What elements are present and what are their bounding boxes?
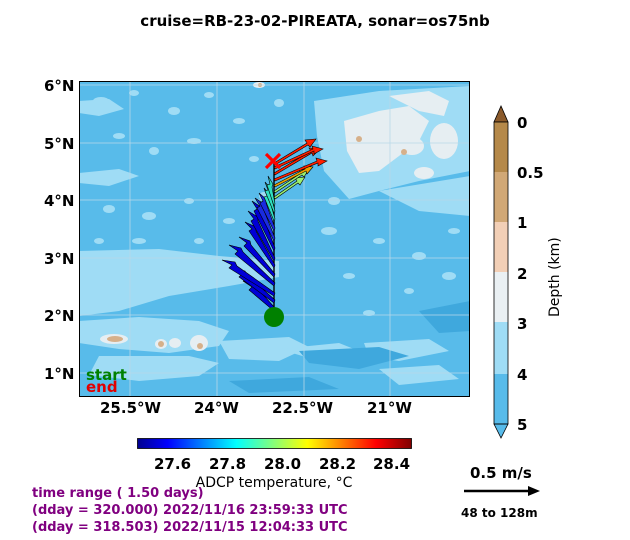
depth-tick: 0.5 bbox=[517, 164, 544, 182]
lat-tick: 3°N bbox=[44, 250, 75, 268]
lon-tick: 25.5°W bbox=[100, 399, 162, 417]
shallow-regions bbox=[100, 82, 458, 351]
legend-end: end bbox=[86, 378, 118, 396]
time-range: time range ( 1.50 days) bbox=[32, 486, 204, 501]
scale-depth-range: 48 to 128m bbox=[461, 506, 538, 520]
lat-tick: 5°N bbox=[44, 135, 75, 153]
temp-tick: 28.2 bbox=[319, 455, 357, 473]
end-marker bbox=[264, 152, 282, 170]
mid-depth-regions bbox=[79, 86, 470, 385]
time-end: (dday = 320.000) 2022/11/16 23:59:33 UTC bbox=[32, 503, 348, 518]
depth-tick: 4 bbox=[517, 366, 528, 384]
temperature-axis-label: ADCP temperature, °C bbox=[195, 475, 353, 491]
temp-tick: 28.4 bbox=[373, 455, 411, 473]
temperature-colorbar bbox=[137, 438, 412, 449]
depth-tick: 0 bbox=[517, 114, 528, 132]
time-start: (dday = 318.503) 2022/11/15 12:04:33 UTC bbox=[32, 520, 348, 535]
current-vectors bbox=[221, 138, 328, 312]
temp-tick: 28.0 bbox=[264, 455, 302, 473]
lon-tick: 22.5°W bbox=[272, 399, 334, 417]
lat-tick: 1°N bbox=[44, 365, 75, 383]
depth-axis-label: Depth (km) bbox=[547, 237, 563, 317]
lon-tick: 24°W bbox=[194, 399, 239, 417]
legend-start: start bbox=[86, 366, 127, 384]
plot-title: cruise=RB-23-02-PIREATA, sonar=os75nb bbox=[140, 12, 490, 30]
lat-tick: 2°N bbox=[44, 307, 75, 325]
temp-tick: 27.6 bbox=[154, 455, 192, 473]
scale-arrow-icon bbox=[464, 486, 540, 496]
lon-tick: 21°W bbox=[367, 399, 412, 417]
depth-colorbar bbox=[493, 105, 509, 439]
lat-tick: 4°N bbox=[44, 192, 75, 210]
map-panel bbox=[79, 81, 470, 397]
depth-tick: 2 bbox=[517, 265, 528, 283]
lat-tick: 6°N bbox=[44, 77, 75, 95]
scale-speed-label: 0.5 m/s bbox=[470, 464, 532, 482]
grid-lines bbox=[79, 81, 470, 397]
temp-tick: 27.8 bbox=[209, 455, 247, 473]
start-marker bbox=[264, 307, 284, 327]
depth-tick: 1 bbox=[517, 214, 528, 232]
depth-tick: 3 bbox=[517, 315, 528, 333]
depth-tick: 5 bbox=[517, 416, 528, 434]
